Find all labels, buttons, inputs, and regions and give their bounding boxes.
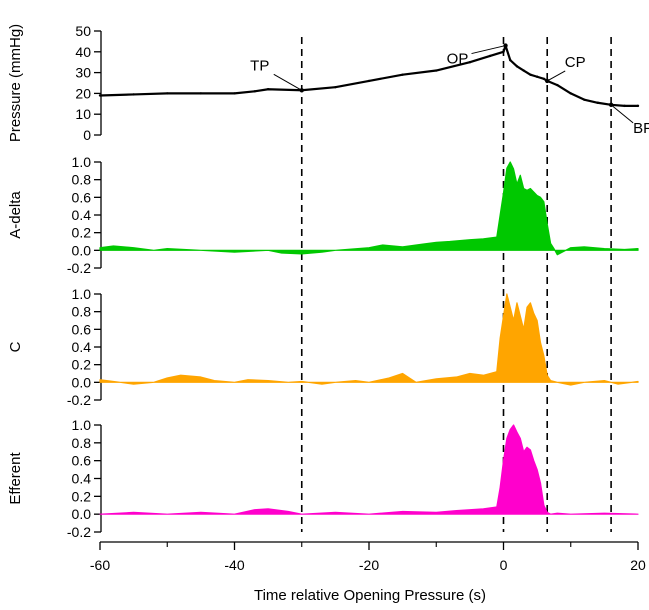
panel-2: -0.2 0.00.2 0.4 0.60.8 1.0 A-delta <box>7 154 639 276</box>
x-tick-label: -60 <box>90 557 110 573</box>
y-tick-label: 0.0 <box>72 506 92 522</box>
panels: 0 10 20 30 40 50 Pressure (mmHg) TP OP CP BP -0.2 0.… <box>7 23 649 540</box>
pressure-series-line <box>99 44 638 107</box>
y-tick-label: 20 <box>75 85 91 101</box>
y-tick-label: 50 <box>75 23 91 39</box>
y-tick-label: 0.4 <box>72 339 92 355</box>
pressure-point <box>556 83 559 87</box>
pressure-point <box>569 92 572 95</box>
y-tick-label: 0 <box>83 127 91 143</box>
y-tick-label: 0.2 <box>72 225 92 241</box>
annotation-arrow <box>546 70 566 82</box>
panel-3: -0.2 0.00.2 0.4 0.60.8 1.0 C <box>7 286 639 408</box>
pressure-point <box>596 101 599 104</box>
y-tick-label: 0.6 <box>72 453 92 469</box>
x-tick-label: 0 <box>500 557 508 573</box>
y-tick-label: 0.6 <box>72 321 92 337</box>
annotation-arrowhead <box>545 78 550 84</box>
y-tick-label: 0.2 <box>72 488 92 504</box>
x-axis: -60 -40 -20 0 20 <box>90 541 646 573</box>
pressure-point <box>468 61 472 64</box>
annotation-arrowhead <box>503 43 508 48</box>
x-tick-label: 20 <box>630 557 646 573</box>
pressure-point <box>166 92 169 95</box>
y-tick-label: 0.2 <box>72 357 92 373</box>
c-series-area <box>99 293 639 386</box>
panel-1: 0 10 20 30 40 50 Pressure (mmHg) TP OP CP BP <box>7 23 649 143</box>
annotation-op: OP <box>447 51 469 68</box>
y-tick-label: 0.4 <box>72 471 92 487</box>
pressure-point <box>132 93 135 96</box>
y-tick-label: 0.8 <box>72 304 92 320</box>
y-axis-title: A-delta <box>7 191 24 239</box>
y-axis-title: Pressure (mmHg) <box>7 24 24 142</box>
y-tick-label: 0.8 <box>72 172 92 188</box>
pressure-point <box>583 98 586 101</box>
y-tick-label: -0.2 <box>67 392 91 408</box>
annotation-arrowhead <box>299 88 304 93</box>
y-axis-title: Efferent <box>7 452 24 505</box>
y-tick-label: 1.0 <box>72 154 92 170</box>
y-tick-label: 0.6 <box>72 189 92 205</box>
y-tick-label: 1.0 <box>72 417 92 433</box>
panel-4: -0.2 0.0 0.20.4 0.6 0.8 1.0 Efferent <box>7 417 639 540</box>
pressure-point <box>515 65 519 68</box>
efferent-series-area <box>99 424 639 515</box>
y-axis-title: C <box>7 341 24 352</box>
x-axis-title: Time relative Opening Pressure (s) <box>254 587 486 604</box>
x-tick-label: -40 <box>224 557 244 573</box>
y-tick-label: 0.8 <box>72 435 92 451</box>
annotation-cp: CP <box>565 54 586 71</box>
pressure-point <box>199 92 203 95</box>
pressure-point <box>509 58 512 62</box>
event-dashed-lines <box>300 37 612 532</box>
pressure-point <box>334 85 337 89</box>
pressure-point <box>367 79 371 83</box>
pressure-point <box>266 88 270 91</box>
pressure-point <box>522 69 525 72</box>
y-tick-label: 30 <box>75 65 91 81</box>
annotation-arrow <box>273 73 302 91</box>
pressure-point <box>253 90 256 93</box>
annotation-bp: BP <box>633 120 649 137</box>
y-tick-label: -0.2 <box>67 524 91 540</box>
pressure-point <box>401 73 404 76</box>
y-tick-label: -0.2 <box>67 260 91 276</box>
pressure-point <box>488 54 492 58</box>
annotation-arrow <box>471 45 506 55</box>
pressure-point <box>535 75 539 78</box>
pressure-point <box>636 104 640 108</box>
annotation-tp: TP <box>250 57 269 74</box>
y-tick-label: 0.0 <box>72 374 92 390</box>
y-tick-label: 0.0 <box>72 242 92 258</box>
pressure-point <box>435 69 438 72</box>
y-tick-label: 0.4 <box>72 207 92 223</box>
annotation-arrow <box>610 104 634 124</box>
pressure-point <box>98 94 102 97</box>
pressure-point <box>623 104 626 108</box>
annotation-arrowhead <box>608 102 614 108</box>
pressure-point <box>502 50 505 53</box>
pressure-point <box>233 92 236 95</box>
a-delta-series-area <box>99 161 639 256</box>
y-tick-label: 40 <box>75 44 91 60</box>
x-tick-label: -20 <box>359 557 379 573</box>
y-tick-label: 10 <box>75 106 91 122</box>
pressure-point <box>542 77 546 81</box>
y-tick-label: 1.0 <box>72 286 92 302</box>
pressure-point <box>529 73 532 76</box>
